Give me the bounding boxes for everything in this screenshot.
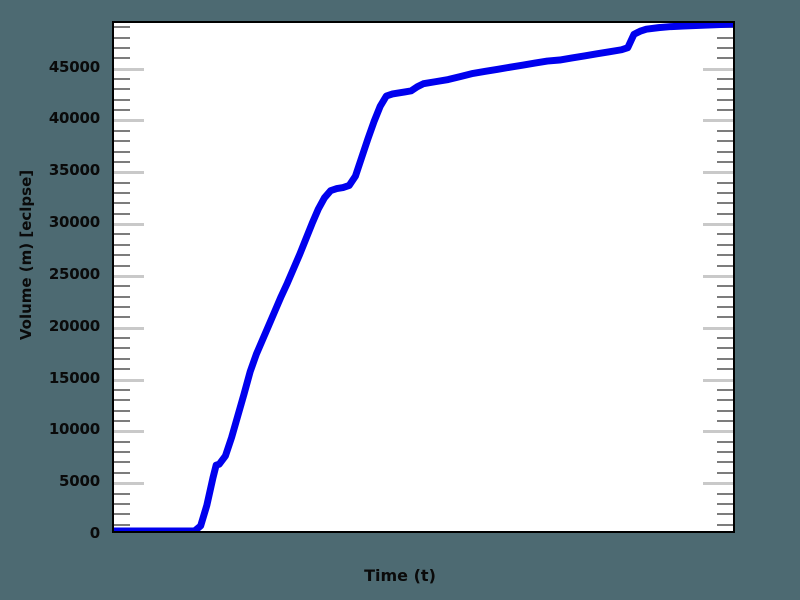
y-tick-label: 45000 bbox=[48, 57, 100, 76]
plot-area bbox=[112, 21, 735, 533]
y-tick-label: 20000 bbox=[48, 316, 100, 335]
y-tick-label: 0 bbox=[89, 524, 100, 542]
y-axis-label: Volume (m) [eclpse] bbox=[17, 169, 35, 341]
x-axis-label: Time (t) bbox=[364, 566, 436, 585]
y-tick-label: 25000 bbox=[48, 264, 100, 283]
y-tick-label: 35000 bbox=[48, 161, 100, 180]
volume-series-line bbox=[114, 23, 733, 531]
y-tick-label: 10000 bbox=[48, 420, 100, 439]
data-line-svg bbox=[114, 23, 733, 531]
y-tick-label: 30000 bbox=[48, 213, 100, 232]
y-tick-label: 40000 bbox=[48, 109, 100, 128]
y-tick-label: 5000 bbox=[59, 472, 100, 491]
y-tick-label: 15000 bbox=[48, 368, 100, 387]
